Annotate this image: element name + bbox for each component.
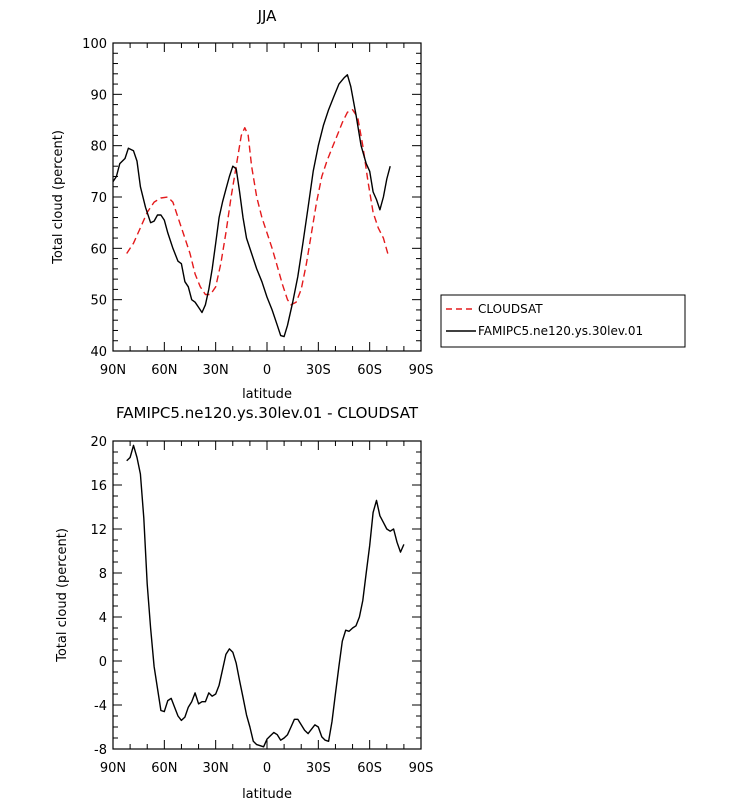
bottom-chart-title: FAMIPC5.ne120.ys.30lev.01 - CLOUDSAT [116, 404, 419, 422]
legend-label-famipc5: FAMIPC5.ne120.ys.30lev.01 [478, 324, 643, 338]
bottom-y-tick-label: 20 [90, 435, 107, 450]
top-axis-tick-labels: 90N 60N 30N 0 30S 60S 90S 40 50 60 70 80 90 100 [82, 37, 433, 378]
top-y-tick-label: 60 [90, 242, 107, 257]
legend-box [440, 294, 686, 348]
bottom-series-lines [126, 444, 405, 748]
bottom-chart: FAMIPC5.ne120.ys.30lev.01 - CLOUDSAT 90N… [55, 404, 433, 802]
top-chart: JJA 90N 60N 30N 0 30S 60S 90S 40 50 60 70 80 90 100 l… [51, 7, 686, 402]
top-y-tick-label: 50 [90, 294, 107, 309]
top-chart-title: JJA [257, 7, 278, 25]
top-axis-ticks [112, 42, 422, 352]
bottom-y-tick-label: 12 [90, 523, 107, 538]
legend-label-cloudsat: CLOUDSAT [478, 302, 543, 316]
top-x-tick-label: 60S [357, 363, 382, 378]
top-y-tick-label: 100 [82, 37, 107, 52]
bottom-x-tick-label: 90N [100, 761, 126, 776]
top-series-line-cloudsat [126, 109, 390, 306]
top-x-tick-label: 90S [409, 363, 434, 378]
bottom-series-line-difference [126, 444, 405, 748]
legend: CLOUDSAT FAMIPC5.ne120.ys.30lev.01 [440, 294, 686, 348]
top-y-tick-label: 90 [90, 88, 107, 103]
top-y-tick-label: 80 [90, 140, 107, 155]
bottom-y-tick-label: 4 [99, 611, 107, 626]
bottom-x-tick-label: 90S [409, 761, 434, 776]
bottom-x-tick-label: 60S [357, 761, 382, 776]
bottom-y-tick-label: 8 [99, 567, 107, 582]
bottom-y-tick-label: -8 [94, 743, 107, 758]
bottom-y-tick-label: 0 [99, 655, 107, 670]
top-x-tick-label: 30N [203, 363, 229, 378]
bottom-y-axis-label: Total cloud (percent) [55, 528, 70, 663]
bottom-axis-ticks [112, 440, 422, 750]
top-y-tick-label: 40 [90, 345, 107, 360]
bottom-x-tick-label: 60N [151, 761, 177, 776]
top-x-tick-label: 90N [100, 363, 126, 378]
top-series-lines [112, 74, 391, 338]
bottom-y-tick-label: -4 [94, 699, 107, 714]
top-x-tick-label: 30S [306, 363, 331, 378]
bottom-x-tick-label: 30S [306, 761, 331, 776]
top-series-line-famipc5-ne120-ys-30lev-01 [112, 74, 391, 338]
top-x-tick-label: 60N [151, 363, 177, 378]
top-x-tick-label: 0 [263, 363, 271, 378]
bottom-x-axis-label: latitude [242, 787, 292, 802]
top-y-tick-label: 70 [90, 191, 107, 206]
bottom-x-tick-label: 0 [263, 761, 271, 776]
bottom-axis-tick-labels: 90N 60N 30N 0 30S 60S 90S -8 -4 0 4 8 12 16 20 [90, 435, 433, 776]
top-x-axis-label: latitude [242, 387, 292, 402]
top-y-axis-label: Total cloud (percent) [51, 130, 66, 265]
bottom-y-tick-label: 16 [90, 479, 107, 494]
bottom-x-tick-label: 30N [203, 761, 229, 776]
